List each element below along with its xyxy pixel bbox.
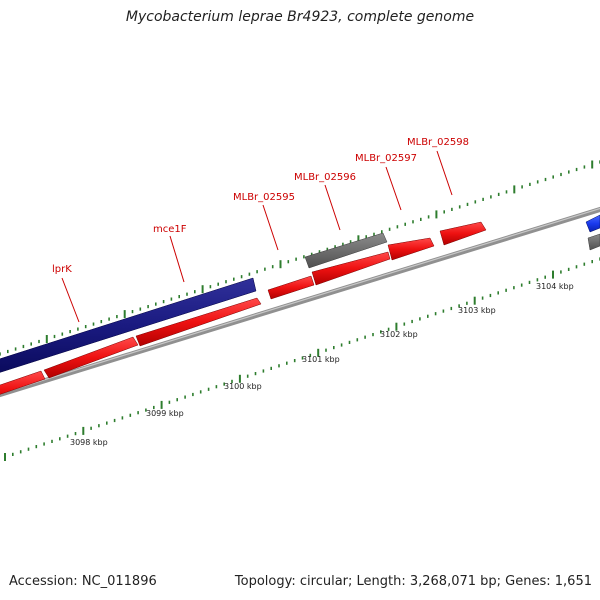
topology-text: Topology: circular; Length: 3,268,071 bp… bbox=[234, 574, 592, 589]
cds-feature[interactable] bbox=[43, 336, 139, 379]
cds-feature-mce1f[interactable] bbox=[135, 297, 262, 347]
ruler-label: 3102 kbp bbox=[380, 330, 418, 339]
gene-label-mlbr-02595: MLBr_02595 bbox=[233, 192, 295, 203]
pseudogene-feature[interactable] bbox=[304, 232, 388, 269]
sequence-backbone-highlight bbox=[0, 207, 600, 395]
ruler-ticks-outer bbox=[0, 160, 600, 356]
gene-label-lprk: lprK bbox=[52, 264, 72, 275]
cds-feature[interactable] bbox=[0, 370, 46, 408]
gene-label-mlbr-02596: MLBr_02596 bbox=[294, 172, 356, 183]
ruler-label: 3100 kbp bbox=[224, 382, 262, 391]
ruler-label: 3103 kbp bbox=[458, 306, 496, 315]
ruler-label: 3104 kbp bbox=[536, 282, 574, 291]
gene-label-mlbr-02598: MLBr_02598 bbox=[407, 137, 469, 148]
sequence-backbone bbox=[0, 206, 600, 398]
cds-feature-mlbr-02595[interactable] bbox=[267, 275, 315, 300]
other-feature[interactable] bbox=[585, 214, 600, 233]
ruler-ticks-inner bbox=[4, 257, 600, 461]
gene-label-leaders bbox=[61, 150, 453, 323]
ruler-label: 3099 kbp bbox=[146, 409, 184, 418]
pseudogene-feature-edge[interactable] bbox=[587, 233, 600, 251]
genome-title: Mycobacterium leprae Br4923, complete ge… bbox=[125, 9, 475, 25]
ruler-label: 3101 kbp bbox=[302, 355, 340, 364]
accession-text: Accession: NC_011896 bbox=[9, 574, 157, 589]
feature-track bbox=[0, 214, 600, 408]
ruler-label: 3098 kbp bbox=[70, 438, 108, 447]
gene-label-mce1f: mce1F bbox=[153, 224, 187, 235]
lipoprotein-feature-lprk[interactable] bbox=[0, 277, 257, 374]
cds-feature-mlbr-02596[interactable] bbox=[311, 251, 391, 286]
cds-feature-mlbr-02597[interactable] bbox=[387, 237, 435, 261]
cds-feature-mlbr-02598[interactable] bbox=[439, 221, 487, 246]
gene-label-mlbr-02597: MLBr_02597 bbox=[355, 153, 417, 164]
